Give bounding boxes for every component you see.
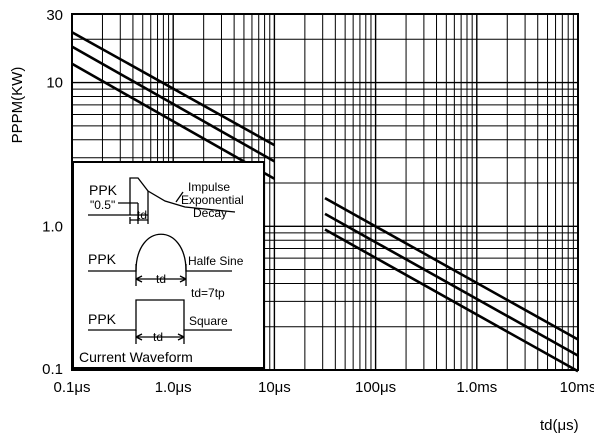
y-axis-label: PPPM(KW) <box>9 67 26 144</box>
inset-frame <box>72 161 265 369</box>
y-tick-label: 10 <box>46 75 63 92</box>
impulse-desc-1: Impulse <box>188 180 230 194</box>
series-2-segment-2 <box>324 212 579 357</box>
plot-frame <box>71 13 579 371</box>
square-desc: Square <box>189 314 228 328</box>
inset-title: Current Waveform <box>79 349 193 365</box>
sine-ppk-label: PPK <box>88 251 117 267</box>
y-tick-label: 30 <box>46 7 63 24</box>
square-td-label: td <box>153 330 163 344</box>
y-tick-label: 1.0 <box>42 218 63 235</box>
impulse-desc-3: Decay <box>193 206 227 220</box>
impulse-desc-2: Exponential <box>181 193 244 207</box>
sine-td-label: td <box>156 272 166 286</box>
x-tick-label: 10μs <box>258 379 291 396</box>
series-lines <box>71 31 579 373</box>
x-tick-label: 1.0μs <box>155 379 192 396</box>
x-tick-label: 10ms <box>560 379 594 396</box>
half-sine-waveform-icon <box>88 233 232 286</box>
impulse-waveform-icon <box>88 177 236 224</box>
x-tick-label: 0.1μs <box>54 379 91 396</box>
x-tick-label: 100μs <box>355 379 396 396</box>
square-waveform-icon <box>88 299 232 344</box>
waveform-inset: PPK "0.5" td Impulse Exponential Decay P… <box>72 161 265 369</box>
x-tick-label: 1.0ms <box>456 379 497 396</box>
series-3-segment-2 <box>324 228 579 373</box>
y-tick-label: 0.1 <box>42 361 63 378</box>
square-ppk-label: PPK <box>88 311 117 327</box>
sine-note: td=7tp <box>191 286 225 300</box>
series-2-segment-1 <box>71 45 276 163</box>
series-1-segment-2 <box>324 196 579 341</box>
series-3-segment-1 <box>71 62 276 180</box>
sine-desc: Halfe Sine <box>188 254 244 268</box>
impulse-half-label: "0.5" <box>90 198 115 212</box>
tick-labels: 0.1μs 1.0μs 10μs 100μs 1.0ms 10ms 0.1 1.0 10 30 <box>42 7 594 396</box>
impulse-ppk-label: PPK <box>89 182 118 198</box>
impulse-td-label: td <box>137 208 147 222</box>
series-1-segment-1 <box>71 31 276 147</box>
x-axis-label: td(μs) <box>540 417 579 434</box>
